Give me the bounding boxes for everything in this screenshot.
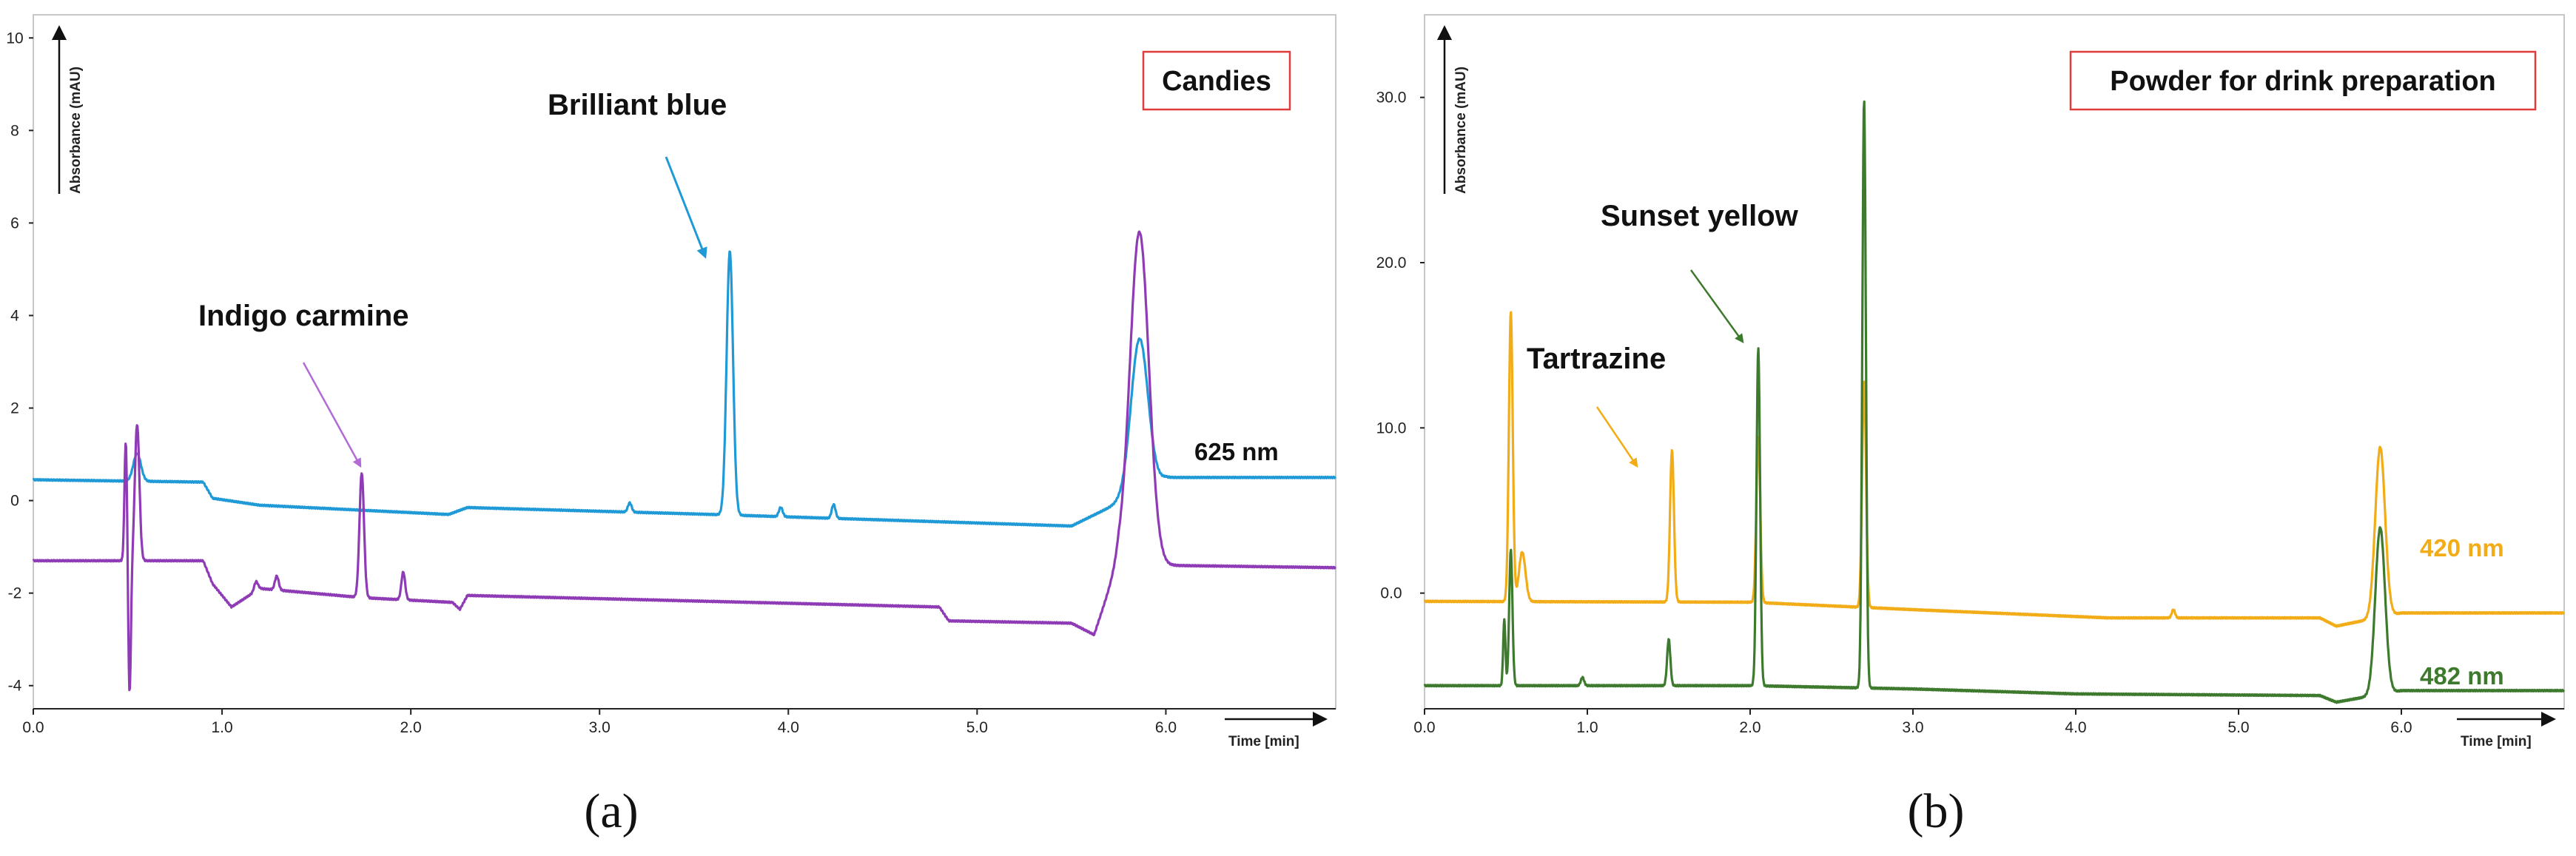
x-tick-label: 5.0 (966, 719, 988, 736)
annotation-indigo-carmine: Indigo carmine (198, 300, 409, 332)
series-line-a-1 (32, 230, 1336, 692)
panel-b-powder: 0.0 1.0 2.0 3.0 4.0 5.0 6.0 0.0 10.0 20.0 30.0 Ab… (1376, 14, 2565, 749)
panel-b-x-axis-title: Time [min] (2461, 734, 2532, 749)
panel-a-y-ticks: -4 -2 0 2 4 6 8 10 (6, 30, 33, 695)
x-tick-label: 4.0 (778, 719, 799, 736)
panel-a-x-ticks: 0.0 1.0 2.0 3.0 4.0 5.0 6.0 (22, 709, 1177, 736)
x-tick-label: 3.0 (589, 719, 611, 736)
y-tick-label: -2 (8, 585, 22, 602)
panel-a-title: Candies (1162, 66, 1271, 97)
panel-a-candies: 0.0 1.0 2.0 3.0 4.0 5.0 6.0 -4 -2 0 2 4 6 8 10 Absorb… (6, 14, 1336, 749)
panel-b-x-axis-title-group: Time [min] (2457, 712, 2556, 749)
wavelength-label-482: 482 nm (2420, 662, 2504, 690)
y-tick-label: 10.0 (1376, 419, 1407, 437)
y-tick-label: 6 (10, 215, 19, 232)
wavelength-label-420: 420 nm (2420, 534, 2504, 562)
x-tick-label: 2.0 (1739, 719, 1761, 736)
panel-a-annotations: Indigo carmine Brilliant blue 625 nm (198, 89, 1279, 468)
x-tick-label: 0.0 (1413, 719, 1435, 736)
panel-b-title-box (2069, 50, 2537, 111)
panel-a-x-axis-title-group: Time [min] (1225, 712, 1328, 749)
caption-b: (b) (1908, 784, 1965, 838)
sunset-yellow-arrow (1689, 269, 1744, 344)
indigo-carmine-arrow (302, 362, 362, 468)
panel-a-x-axis-title: Time [min] (1228, 734, 1299, 749)
series-line-b-1 (1423, 100, 2565, 704)
series-line-a-0 (32, 250, 1336, 528)
y-tick-label: 0.0 (1380, 585, 1402, 602)
x-tick-label: 4.0 (2065, 719, 2086, 736)
y-tick-label: 10 (6, 30, 23, 47)
x-tick-label: 1.0 (211, 719, 232, 736)
panel-a-series (32, 230, 1336, 692)
panel-b-y-axis-title-group: Absorbance (mAU) (1437, 25, 1469, 194)
tartrazine-arrow (1595, 406, 1638, 468)
x-tick-label: 1.0 (1576, 719, 1598, 736)
x-tick-label: 5.0 (2227, 719, 2249, 736)
annotation-sunset-yellow: Sunset yellow (1601, 200, 1799, 232)
wavelength-label-625: 625 nm (1194, 438, 1279, 465)
y-tick-label: 30.0 (1376, 90, 1407, 107)
panel-a-title-box (1142, 50, 1291, 111)
panel-b-series (1423, 100, 2565, 704)
annotation-tartrazine: Tartrazine (1527, 343, 1666, 375)
x-tick-label: 6.0 (2390, 719, 2412, 736)
x-tick-label: 6.0 (1155, 719, 1177, 736)
panel-b-title: Powder for drink preparation (2110, 66, 2496, 97)
panel-b-y-ticks: 0.0 10.0 20.0 30.0 (1376, 90, 1425, 602)
y-tick-label: 20.0 (1376, 255, 1407, 272)
y-tick-label: -4 (8, 678, 22, 695)
panel-b-x-ticks: 0.0 1.0 2.0 3.0 4.0 5.0 6.0 (1413, 709, 2412, 736)
y-tick-label: 8 (10, 122, 19, 139)
panel-a-y-axis-title: Absorbance (mAU) (68, 67, 84, 194)
panel-b-y-axis-title: Absorbance (mAU) (1453, 67, 1469, 194)
panel-a-y-axis-title-group: Absorbance (mAU) (52, 25, 84, 194)
panel-b-annotations: Tartrazine Sunset yellow 420 nm 482 nm (1527, 200, 2504, 690)
y-tick-label: 0 (10, 493, 19, 510)
brilliant-blue-arrow (665, 156, 707, 259)
annotation-brilliant-blue: Brilliant blue (548, 89, 727, 121)
x-tick-label: 2.0 (400, 719, 422, 736)
y-tick-label: 4 (10, 307, 19, 324)
x-tick-label: 3.0 (1902, 719, 1923, 736)
y-tick-label: 2 (10, 400, 19, 417)
x-tick-label: 0.0 (22, 719, 44, 736)
caption-a: (a) (584, 784, 638, 838)
series-line-b-0 (1423, 311, 2565, 628)
